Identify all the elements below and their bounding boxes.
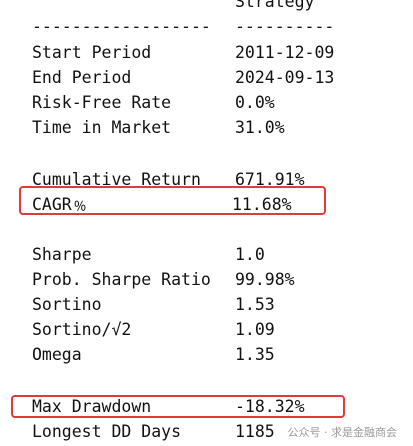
metric-label-end-period: End Period (32, 68, 132, 87)
metric-value-omega: 1.35 (235, 345, 275, 364)
metric-label-longest-dd-days: Longest DD Days (32, 422, 182, 441)
metric-value-max-drawdown: -18.32% (235, 397, 305, 416)
metric-label-sortino-sqrt2: Sortino/√2 (32, 320, 132, 339)
metric-label-sharpe: Sharpe (32, 245, 92, 264)
column-header-strategy: Strategy (235, 0, 315, 11)
metric-label-cagr: CAGR﹪ (32, 195, 89, 214)
metric-value-sharpe: 1.0 (235, 245, 265, 264)
metric-label-risk-free-rate: Risk-Free Rate (32, 93, 172, 112)
watermark-text: 公众号 · 求是金融商会 (287, 426, 398, 439)
metric-label-start-period: Start Period (32, 43, 152, 62)
metric-value-time-in-market: 31.0% (235, 118, 285, 137)
metric-label-prob-sharpe-ratio: Prob. Sharpe Ratio (32, 270, 211, 289)
label-separator-rule: ------------------ (32, 17, 211, 36)
value-separator-rule: ---------- (235, 17, 335, 36)
metric-value-longest-dd-days: 1185 (235, 422, 275, 441)
metric-label-cumulative-return: Cumulative Return (32, 170, 201, 189)
metric-value-cagr: 11.68% (232, 195, 292, 214)
metric-label-sortino: Sortino (32, 295, 102, 314)
metric-value-prob-sharpe-ratio: 99.98% (235, 270, 295, 289)
metric-value-sortino: 1.53 (235, 295, 275, 314)
metric-value-cumulative-return: 671.91% (235, 170, 305, 189)
metric-label-max-drawdown: Max Drawdown (32, 397, 152, 416)
metric-label-omega: Omega (32, 345, 82, 364)
metric-value-risk-free-rate: 0.0% (235, 93, 275, 112)
metric-label-time-in-market: Time in Market (32, 118, 172, 137)
max-drawdown-highlight-box (11, 395, 345, 418)
cagr-highlight-box (19, 186, 326, 215)
metric-value-start-period: 2011-12-09 (235, 43, 335, 62)
metric-value-end-period: 2024-09-13 (235, 68, 335, 87)
metric-value-sortino-sqrt2: 1.09 (235, 320, 275, 339)
